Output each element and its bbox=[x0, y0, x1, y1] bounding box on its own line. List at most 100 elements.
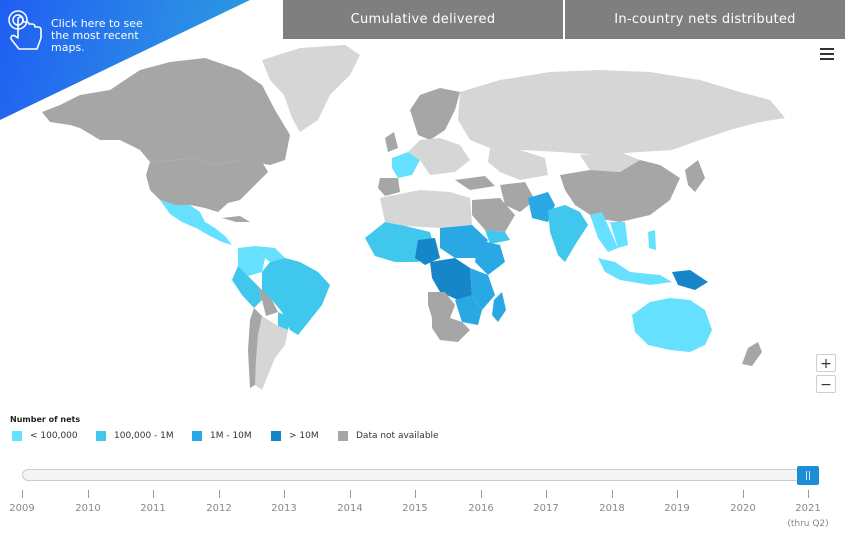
top-nav: Cumulative delivered In-country nets dis… bbox=[0, 0, 845, 39]
country-china[interactable] bbox=[560, 160, 680, 222]
legend-item-no-data[interactable]: Data not available bbox=[338, 431, 439, 441]
legend-label: < 100,000 bbox=[30, 431, 78, 441]
country-yemen[interactable] bbox=[485, 230, 510, 244]
year-label-2013[interactable]: 2013 bbox=[271, 503, 297, 514]
country-alaska[interactable] bbox=[42, 105, 80, 128]
country-europe-north[interactable] bbox=[410, 88, 460, 140]
zoom-in-button[interactable]: + bbox=[816, 354, 836, 372]
year-label-2019[interactable]: 2019 bbox=[664, 503, 690, 514]
year-label-2015[interactable]: 2015 bbox=[402, 503, 428, 514]
country-brazil[interactable] bbox=[262, 258, 330, 335]
timeline-tick bbox=[677, 490, 678, 498]
country-paraguay[interactable] bbox=[278, 312, 290, 330]
timeline-tick bbox=[88, 490, 89, 498]
country-new-zealand[interactable] bbox=[742, 342, 762, 366]
timeline-tick bbox=[743, 490, 744, 498]
legend-swatch bbox=[338, 431, 348, 441]
country-colombia[interactable] bbox=[238, 246, 265, 276]
year-label-2011[interactable]: 2011 bbox=[140, 503, 166, 514]
country-southern-africa[interactable] bbox=[432, 318, 470, 342]
country-myanmar-thailand[interactable] bbox=[590, 212, 618, 252]
country-greenland[interactable] bbox=[262, 45, 360, 132]
legend-swatch bbox=[96, 431, 106, 441]
country-iberia[interactable] bbox=[378, 178, 400, 196]
zoom-out-button[interactable]: − bbox=[816, 375, 836, 393]
world-map[interactable] bbox=[0, 40, 845, 400]
timeline-tick bbox=[415, 490, 416, 498]
legend-item-lt-100k[interactable]: < 100,000 bbox=[12, 431, 78, 441]
year-label-2017[interactable]: 2017 bbox=[533, 503, 559, 514]
country-usa[interactable] bbox=[146, 158, 268, 212]
country-nigeria[interactable] bbox=[415, 238, 440, 265]
country-afghanistan-pakistan[interactable] bbox=[528, 192, 555, 222]
legend-label: 100,000 - 1M bbox=[114, 431, 174, 441]
country-mexico[interactable] bbox=[160, 200, 232, 245]
legend-swatch bbox=[12, 431, 22, 441]
country-png[interactable] bbox=[672, 270, 708, 290]
country-sahel-east[interactable] bbox=[440, 225, 488, 258]
timeline-slider-track[interactable] bbox=[22, 469, 810, 481]
timeline-tick bbox=[546, 490, 547, 498]
country-venezuela[interactable] bbox=[255, 246, 285, 262]
timeline-tick bbox=[219, 490, 220, 498]
timeline-tick bbox=[153, 490, 154, 498]
country-philippines[interactable] bbox=[648, 230, 656, 250]
country-russia[interactable] bbox=[458, 70, 785, 155]
year-label-2010[interactable]: 2010 bbox=[75, 503, 101, 514]
timeline-tick bbox=[612, 490, 613, 498]
timeline-tick bbox=[284, 490, 285, 498]
country-central-europe[interactable] bbox=[408, 138, 470, 175]
country-north-africa[interactable] bbox=[380, 190, 472, 228]
year-sublabel-thru-q2: (thru Q2) bbox=[787, 519, 829, 529]
legend-item-1m-10m[interactable]: 1M - 10M bbox=[192, 431, 252, 441]
country-korea-japan[interactable] bbox=[685, 160, 705, 192]
country-madagascar[interactable] bbox=[492, 292, 506, 322]
country-kazakhstan[interactable] bbox=[488, 148, 548, 180]
year-label-2012[interactable]: 2012 bbox=[206, 503, 232, 514]
legend-title: Number of nets bbox=[10, 415, 81, 424]
legend-label: 1M - 10M bbox=[210, 431, 252, 441]
country-mozambique-zambia[interactable] bbox=[455, 295, 482, 325]
country-cuba[interactable] bbox=[222, 216, 250, 222]
year-label-2014[interactable]: 2014 bbox=[337, 503, 363, 514]
callout-text[interactable]: Click here to see the most recent maps. bbox=[51, 17, 143, 54]
legend-swatch bbox=[192, 431, 202, 441]
country-chile[interactable] bbox=[248, 308, 262, 388]
hand-pointer-icon bbox=[8, 10, 42, 50]
country-canada[interactable] bbox=[60, 58, 290, 165]
legend-item-gt-10m[interactable]: > 10M bbox=[271, 431, 319, 441]
timeline-slider-handle[interactable]: || bbox=[797, 466, 819, 485]
timeline-tick bbox=[808, 490, 809, 498]
country-argentina[interactable] bbox=[255, 316, 288, 390]
year-label-2020[interactable]: 2020 bbox=[730, 503, 756, 514]
legend-item-100k-1m[interactable]: 100,000 - 1M bbox=[96, 431, 174, 441]
country-mongolia[interactable] bbox=[580, 152, 640, 172]
country-turkey[interactable] bbox=[455, 176, 495, 190]
country-bolivia[interactable] bbox=[258, 286, 278, 316]
country-horn[interactable] bbox=[475, 240, 505, 275]
legend-label: > 10M bbox=[289, 431, 319, 441]
legend-swatch bbox=[271, 431, 281, 441]
country-australia[interactable] bbox=[632, 298, 712, 352]
timeline-tick bbox=[350, 490, 351, 498]
country-saudi[interactable] bbox=[472, 198, 515, 232]
country-peru[interactable] bbox=[232, 266, 262, 308]
timeline-tick bbox=[22, 490, 23, 498]
year-label-2016[interactable]: 2016 bbox=[468, 503, 494, 514]
country-iran[interactable] bbox=[500, 182, 535, 212]
tab-in-country-nets[interactable]: In-country nets distributed bbox=[563, 0, 845, 39]
country-france[interactable] bbox=[392, 152, 420, 178]
country-angola[interactable] bbox=[428, 292, 455, 318]
country-india[interactable] bbox=[548, 205, 588, 262]
year-label-2009[interactable]: 2009 bbox=[9, 503, 35, 514]
country-indonesia[interactable] bbox=[598, 258, 672, 285]
country-uk[interactable] bbox=[385, 132, 398, 152]
year-label-2018[interactable]: 2018 bbox=[599, 503, 625, 514]
country-indochina[interactable] bbox=[610, 222, 628, 248]
hamburger-menu-icon[interactable] bbox=[820, 48, 834, 62]
country-east-africa[interactable] bbox=[470, 268, 495, 310]
tab-cumulative-delivered[interactable]: Cumulative delivered bbox=[281, 0, 563, 39]
country-central-africa[interactable] bbox=[430, 258, 472, 300]
year-label-2021[interactable]: 2021 bbox=[795, 503, 821, 514]
timeline-tick bbox=[481, 490, 482, 498]
